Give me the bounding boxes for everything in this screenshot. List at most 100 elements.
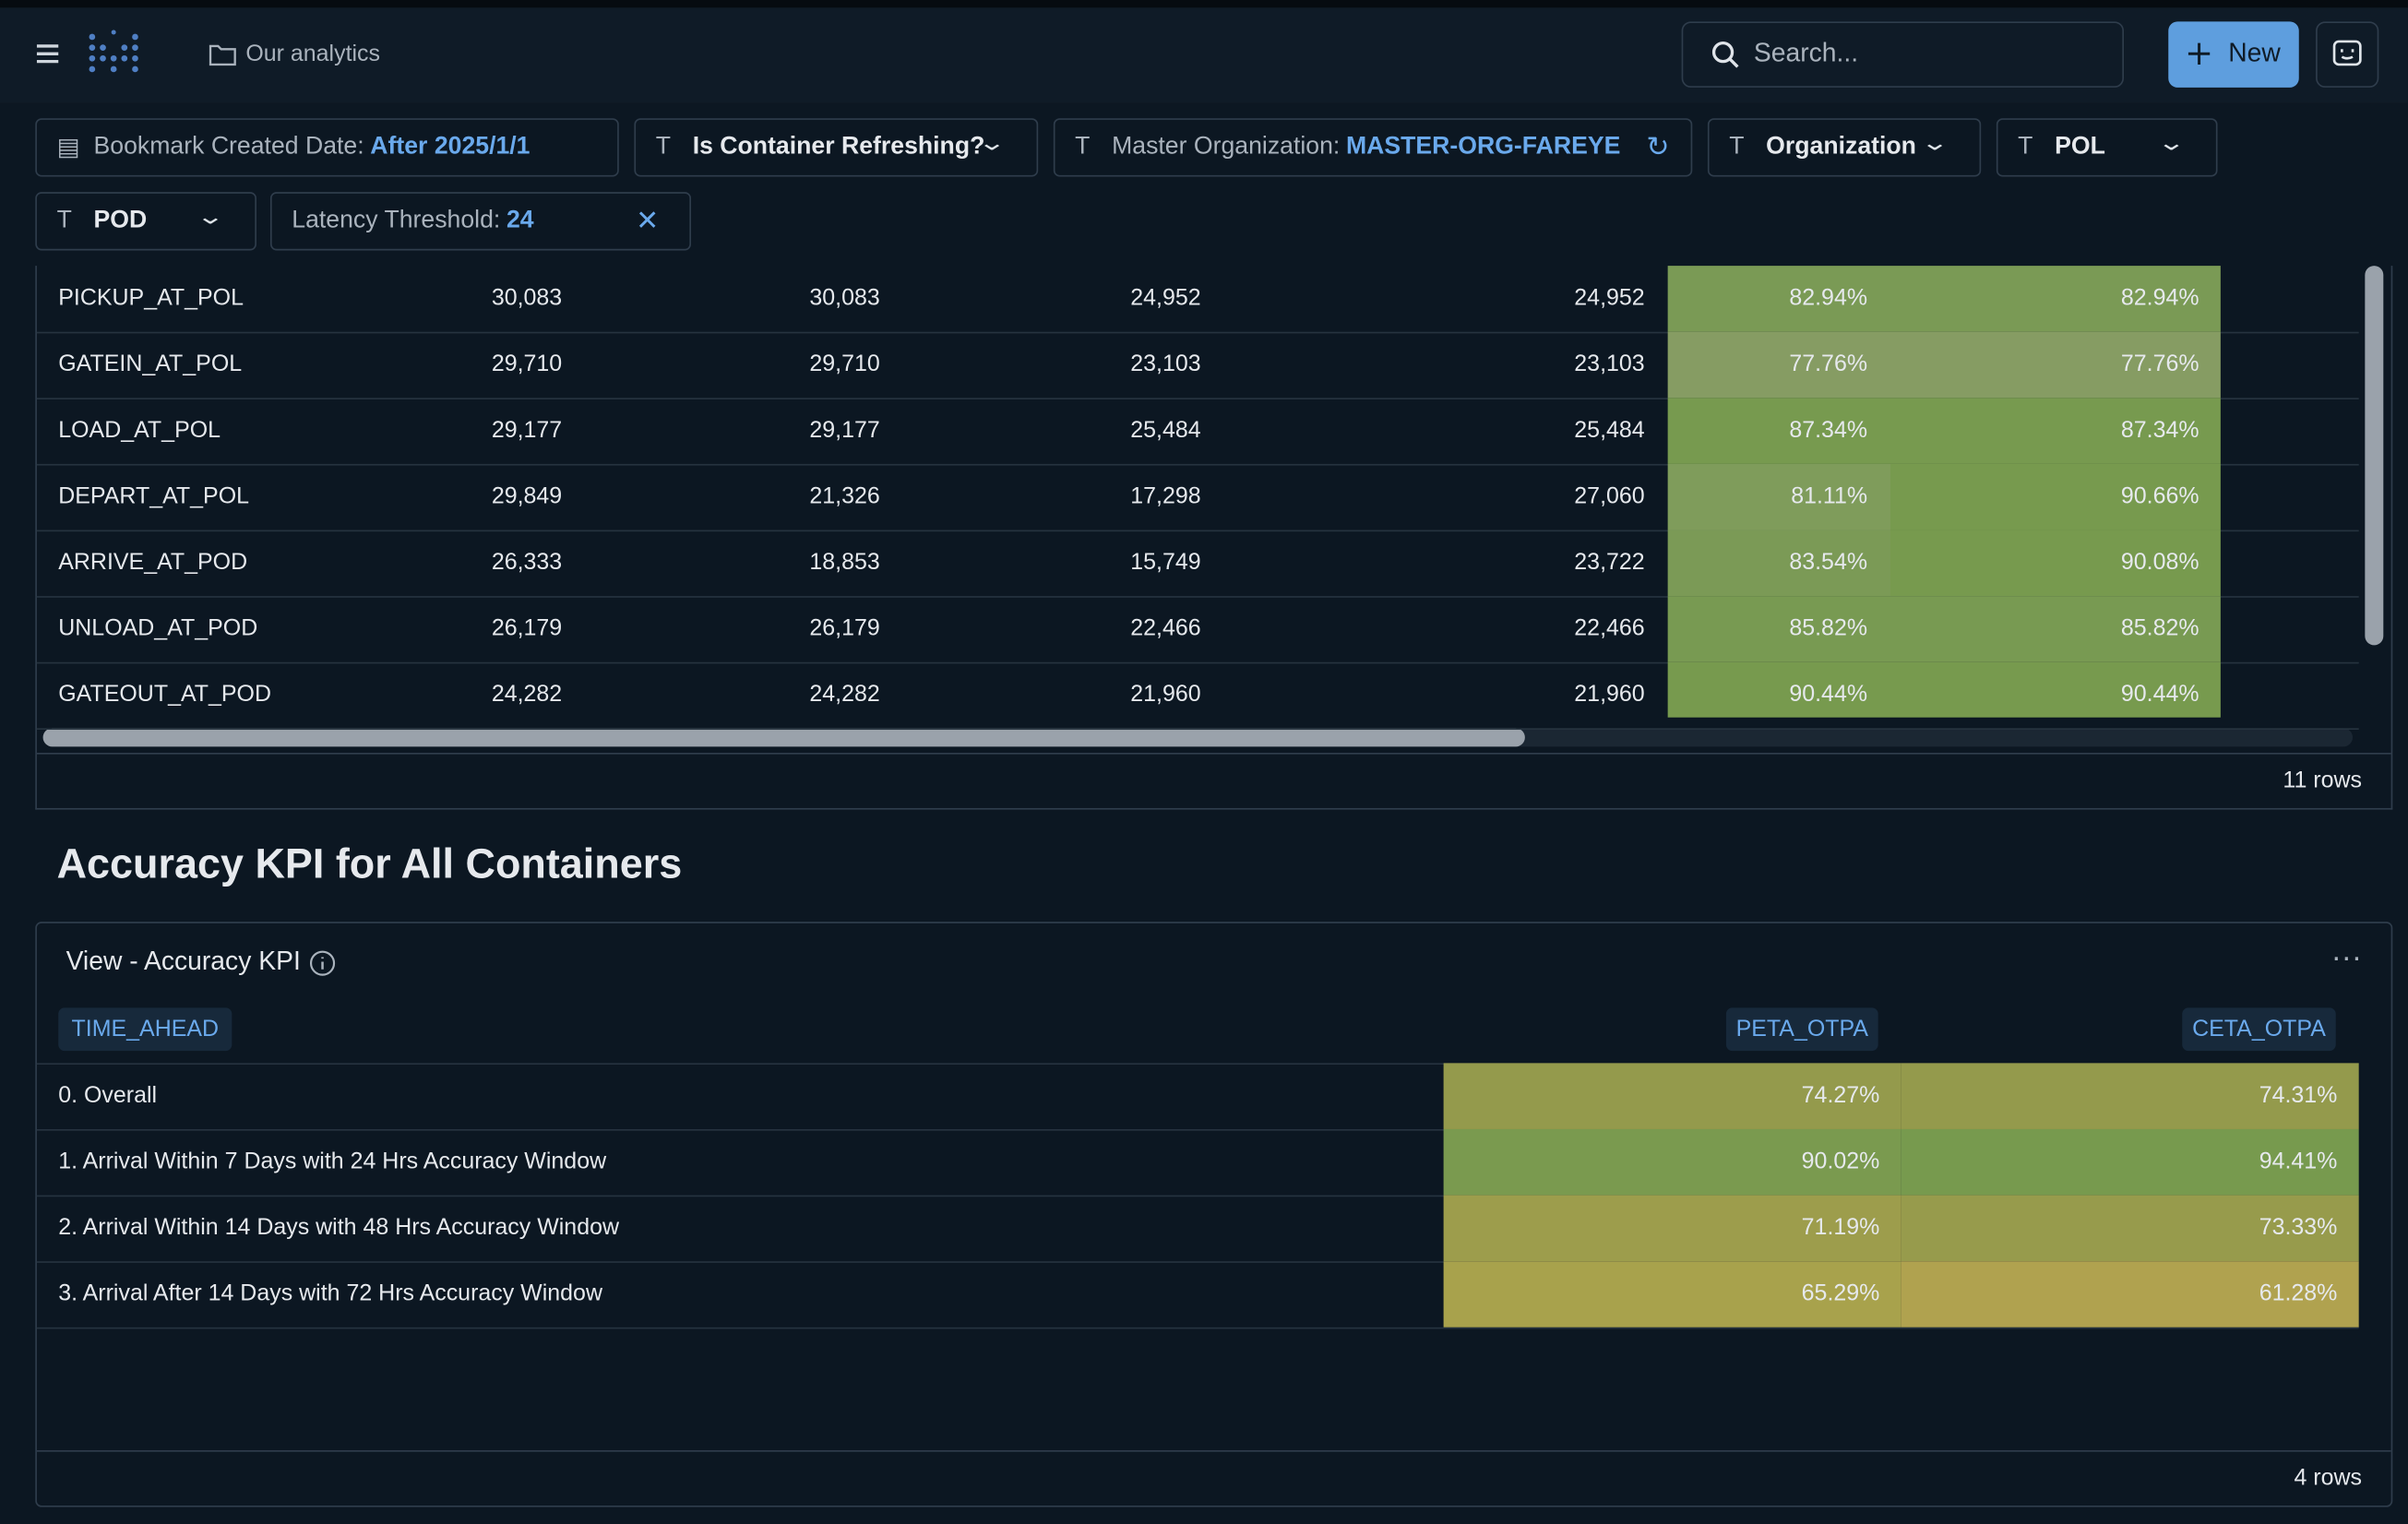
column-pill[interactable]: [2182, 1007, 2336, 1052]
cell: 90.44%: [2120, 681, 2199, 708]
filter-label: Master Organization:: [1112, 133, 1341, 161]
cell: 26,333: [491, 549, 563, 576]
cell: 22,466: [1130, 614, 1201, 642]
cell: UNLOAD_AT_POD: [58, 614, 258, 642]
row-line: [36, 463, 2359, 466]
cell: LOAD_AT_POL: [58, 417, 221, 444]
cell: 85.82%: [1789, 614, 1868, 642]
heat-cell: [1889, 463, 2221, 530]
filter-label: POL: [2055, 133, 2105, 161]
cell: 90.08%: [2120, 549, 2199, 576]
heat-cell: [1443, 1261, 1901, 1328]
row-line: [36, 1195, 2359, 1197]
dropdown-arrow: ⌄: [1920, 129, 1949, 155]
column-pill[interactable]: [1725, 1007, 1878, 1052]
cell: ARRIVE_AT_POD: [58, 549, 248, 576]
heat-cell: [1667, 331, 1890, 399]
top-strip: [0, 0, 2408, 8]
row-line: [36, 661, 2359, 664]
filter-chip[interactable]: [35, 118, 619, 177]
cell: 21,326: [809, 482, 880, 510]
cell: 73.33%: [2259, 1214, 2338, 1241]
cell: 27,060: [1574, 482, 1645, 510]
filter-chip[interactable]: [1996, 118, 2218, 177]
cell: 29,710: [491, 351, 563, 377]
heat-cell: [1889, 331, 2221, 399]
filter-icon: T: [1075, 133, 1091, 161]
row-line: [36, 331, 2359, 334]
heat-cell: [1667, 266, 1890, 332]
cell: 17,298: [1130, 482, 1201, 510]
filter-label: Is Container Refreshing?: [692, 133, 985, 161]
cell: 24,952: [1130, 284, 1201, 312]
cell: 23,103: [1130, 351, 1201, 377]
cell: 29,177: [491, 417, 563, 444]
icon-button[interactable]: [2316, 21, 2379, 88]
row-count: 11 rows: [2283, 767, 2363, 794]
h-scrollbar[interactable]: [42, 728, 1525, 747]
cell: 82.94%: [1789, 284, 1868, 312]
cell: 24,282: [491, 681, 563, 708]
filter-chip[interactable]: [634, 118, 1039, 177]
filter-chip[interactable]: [1053, 118, 1693, 177]
filter-icon: ▤: [56, 135, 80, 161]
new-button-label: New: [2228, 38, 2281, 68]
column-header: TIME_AHEAD: [71, 1016, 220, 1042]
row-line: [36, 728, 2359, 731]
cell: 61.28%: [2259, 1280, 2338, 1307]
cell: 24,282: [809, 681, 880, 708]
v-scrollbar[interactable]: [2365, 266, 2384, 646]
heat-cell: [1901, 1128, 2359, 1196]
cell: 26,179: [491, 614, 563, 642]
divider: [36, 752, 2391, 755]
heat-cell: [1889, 661, 2221, 718]
table1-frame: [35, 266, 2393, 810]
cell: 77.76%: [2120, 351, 2199, 377]
filter-label: Bookmark Created Date:: [93, 133, 364, 161]
heat-cell: [1443, 1128, 1901, 1196]
heat-cell: [1889, 530, 2221, 597]
filter-chip[interactable]: [35, 192, 256, 251]
logo[interactable]: [86, 28, 141, 83]
cell: 83.54%: [1789, 549, 1868, 576]
filter-chip[interactable]: [269, 192, 692, 251]
cell: GATEOUT_AT_POD: [58, 681, 272, 708]
heat-cell: [1443, 1195, 1901, 1262]
filter-icon: T: [1729, 133, 1745, 161]
cell: 90.02%: [1801, 1148, 1880, 1175]
cell: 71.19%: [1801, 1214, 1880, 1241]
search-placeholder: Search...: [1753, 38, 1859, 68]
assistant-icon: [2332, 40, 2362, 66]
more-menu[interactable]: ···: [2331, 940, 2362, 975]
filter-label: Organization: [1766, 133, 1916, 161]
heat-cell: [1889, 596, 2221, 662]
clear-icon[interactable]: ✕: [636, 205, 660, 236]
column-pill[interactable]: [58, 1007, 232, 1052]
search-box[interactable]: [1681, 21, 2125, 88]
cell: 25,484: [1574, 417, 1645, 444]
card-title: View - Accuracy KPI: [66, 946, 301, 976]
filter-chip[interactable]: [1707, 118, 1982, 177]
cell: 25,484: [1130, 417, 1201, 444]
cell: 2. Arrival Within 14 Days with 48 Hrs Ac…: [58, 1214, 620, 1241]
row-line: [36, 530, 2359, 532]
row-line: [36, 1327, 2359, 1329]
cell: 1. Arrival Within 7 Days with 24 Hrs Acc…: [58, 1148, 607, 1175]
menu-icon[interactable]: [34, 42, 62, 66]
cell: 74.31%: [2259, 1082, 2338, 1109]
table2-card: [35, 922, 2393, 1507]
heat-cell: [1667, 661, 1890, 718]
heat-cell: [1443, 1063, 1901, 1129]
breadcrumb[interactable]: Our analytics: [245, 41, 381, 67]
heat-cell: [1901, 1063, 2359, 1129]
info-icon[interactable]: [309, 949, 337, 977]
filter-icon: T: [56, 207, 72, 234]
heat-cell: [1901, 1261, 2359, 1328]
filter-label: Latency Threshold:: [292, 207, 501, 234]
cell: PICKUP_AT_POL: [58, 284, 244, 312]
cell: 23,722: [1574, 549, 1645, 576]
dropdown-arrow: ⌄: [977, 129, 1007, 155]
filter-icon: T: [2018, 133, 2033, 161]
cell: 90.44%: [1789, 681, 1868, 708]
cell: 21,960: [1130, 681, 1201, 708]
